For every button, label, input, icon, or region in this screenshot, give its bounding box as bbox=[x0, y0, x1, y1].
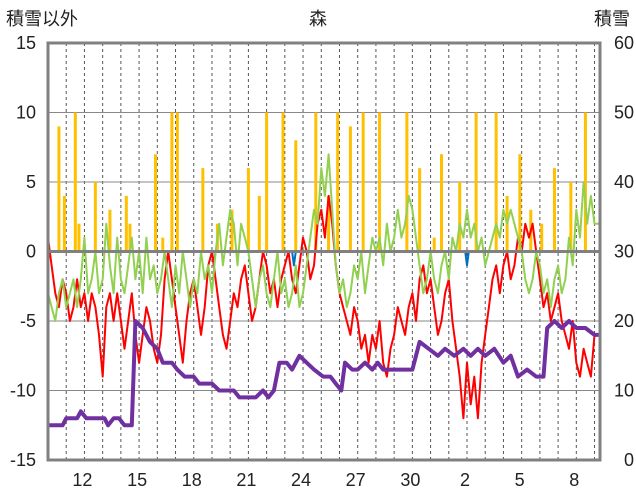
precipitation-bar bbox=[432, 237, 436, 252]
chart-title: 森 bbox=[309, 9, 327, 30]
precipitation-bar bbox=[336, 112, 340, 252]
precipitation-bar bbox=[257, 195, 261, 252]
right-axis-label: 積雪 bbox=[594, 9, 630, 30]
left-tick-label: 5 bbox=[26, 172, 36, 192]
precipitation-bar bbox=[77, 223, 81, 252]
left-tick-label: -5 bbox=[20, 311, 36, 331]
precipitation-bar bbox=[361, 112, 365, 252]
precipitation-bar bbox=[378, 112, 382, 252]
precipitation-bar bbox=[294, 140, 298, 252]
x-tick-label: 18 bbox=[182, 470, 202, 490]
x-tick-label: 21 bbox=[236, 470, 256, 490]
precipitation-bar bbox=[518, 154, 522, 252]
x-tick-label: 27 bbox=[346, 470, 366, 490]
wind-line bbox=[48, 250, 600, 267]
sunshine-line bbox=[47, 153, 600, 322]
precipitation-bar bbox=[57, 126, 61, 252]
precipitation-bar bbox=[153, 154, 157, 252]
left-tick-label: 15 bbox=[16, 33, 36, 53]
precipitation-bar bbox=[474, 112, 478, 252]
left-tick-label: -10 bbox=[10, 381, 36, 401]
precipitation-bar bbox=[73, 112, 77, 252]
precipitation-bar bbox=[418, 168, 422, 252]
right-tick-label: 60 bbox=[614, 33, 634, 53]
precipitation-bar bbox=[175, 112, 179, 252]
precipitation-bar bbox=[62, 195, 66, 252]
precipitation-bar bbox=[405, 112, 409, 252]
right-tick-label: 0 bbox=[624, 450, 634, 470]
precipitation-bar bbox=[161, 237, 165, 252]
left-tick-label: -15 bbox=[10, 450, 36, 470]
x-tick-label: 8 bbox=[569, 470, 579, 490]
precipitation-bar bbox=[124, 195, 128, 252]
precipitation-bar bbox=[583, 112, 587, 252]
x-tick-label: 12 bbox=[72, 470, 92, 490]
left-tick-label: 0 bbox=[26, 242, 36, 262]
precipitation-bar bbox=[494, 112, 498, 252]
x-tick-label: 5 bbox=[515, 470, 525, 490]
right-tick-label: 10 bbox=[614, 381, 634, 401]
precipitation-bar bbox=[201, 168, 205, 252]
precipitation-bar bbox=[440, 154, 444, 252]
precipitation-bar bbox=[246, 168, 250, 252]
right-tick-label: 50 bbox=[614, 103, 634, 123]
precipitation-bar bbox=[327, 195, 331, 252]
x-tick-label: 2 bbox=[460, 470, 470, 490]
x-tick-label: 15 bbox=[127, 470, 147, 490]
precipitation-bar bbox=[348, 126, 352, 252]
left-tick-label: 10 bbox=[16, 103, 36, 123]
precipitation-bar bbox=[458, 182, 462, 252]
precipitation-bars bbox=[57, 112, 587, 252]
right-tick-label: 40 bbox=[614, 172, 634, 192]
plot-frame bbox=[46, 41, 602, 462]
precipitation-bar bbox=[540, 223, 544, 252]
left-axis-label: 積雪以外 bbox=[6, 9, 78, 30]
temperature-line bbox=[47, 194, 600, 420]
precipitation-bar bbox=[569, 182, 573, 252]
precipitation-bar bbox=[108, 209, 112, 252]
precipitation-bar bbox=[170, 112, 174, 252]
precipitation-bar bbox=[93, 182, 97, 252]
grid bbox=[48, 43, 600, 460]
precipitation-bar bbox=[230, 209, 234, 252]
snow-depth-line bbox=[48, 319, 600, 428]
precipitation-bar bbox=[265, 112, 269, 252]
x-tick-label: 30 bbox=[400, 470, 420, 490]
series-lines bbox=[47, 153, 600, 428]
precipitation-bar bbox=[552, 168, 556, 252]
x-tick-label: 24 bbox=[291, 470, 311, 490]
right-tick-label: 30 bbox=[614, 242, 634, 262]
precipitation-bar bbox=[314, 112, 318, 252]
right-tick-label: 20 bbox=[614, 311, 634, 331]
precipitation-bar bbox=[128, 223, 132, 252]
precipitation-bar bbox=[281, 112, 285, 252]
